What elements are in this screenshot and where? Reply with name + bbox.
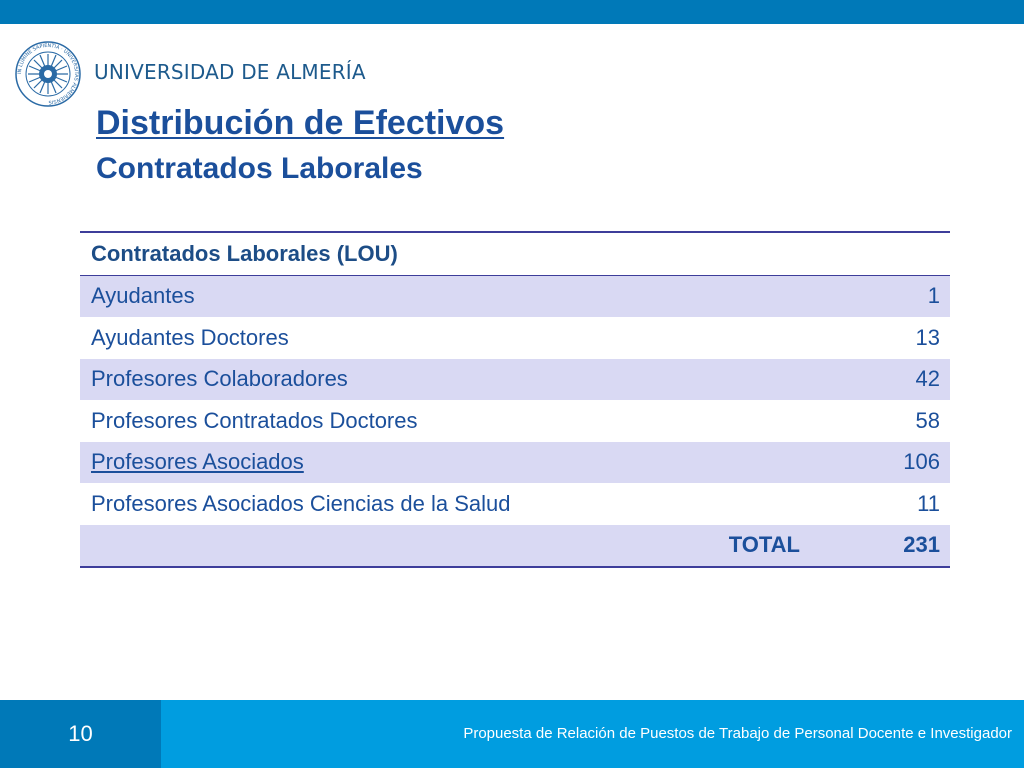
row-label: Profesores Colaboradores	[91, 366, 348, 392]
row-value: 11	[917, 490, 940, 516]
row-value: 42	[915, 366, 940, 392]
total-label: TOTAL	[728, 532, 800, 558]
top-bar	[0, 0, 1024, 24]
university-name: UNIVERSIDAD DE ALMERÍA	[94, 60, 366, 84]
page-title: Distribución de Efectivos	[96, 104, 505, 142]
table-row: Profesores Colaboradores 42	[80, 358, 950, 400]
table-total-row: TOTAL 231	[80, 524, 950, 566]
university-seal-logo: IN LUMINE SAPIENTIA · UNIVERSITAS ALMERI…	[15, 41, 81, 107]
total-value: 231	[903, 532, 940, 558]
row-label: Ayudantes	[91, 283, 195, 309]
profesores-asociados-link[interactable]: Profesores Asociados	[91, 449, 304, 475]
staff-table: Contratados Laborales (LOU) Ayudantes 1 …	[80, 231, 950, 568]
footer: 10 Propuesta de Relación de Puestos de T…	[0, 700, 1024, 768]
table-header-label: Contratados Laborales (LOU)	[91, 240, 398, 266]
table-header-row: Contratados Laborales (LOU)	[80, 233, 950, 276]
row-value: 1	[927, 283, 940, 309]
row-label: Profesores Asociados Ciencias de la Salu…	[91, 490, 511, 516]
table-row: Profesores Asociados Ciencias de la Salu…	[80, 483, 950, 525]
table-row: Ayudantes Doctores 13	[80, 317, 950, 359]
row-value: 106	[903, 449, 940, 475]
table-row: Profesores Asociados 106	[80, 441, 950, 483]
row-value: 58	[915, 407, 940, 433]
table-row: Ayudantes 1	[80, 275, 950, 317]
row-value: 13	[915, 324, 940, 350]
row-label: Ayudantes Doctores	[91, 324, 289, 350]
page-number: 10	[0, 700, 161, 768]
footer-text: Propuesta de Relación de Puestos de Trab…	[463, 725, 1012, 742]
row-label: Profesores Contratados Doctores	[91, 407, 418, 433]
page-subtitle: Contratados Laborales	[96, 152, 423, 185]
table-row: Profesores Contratados Doctores 58	[80, 400, 950, 442]
